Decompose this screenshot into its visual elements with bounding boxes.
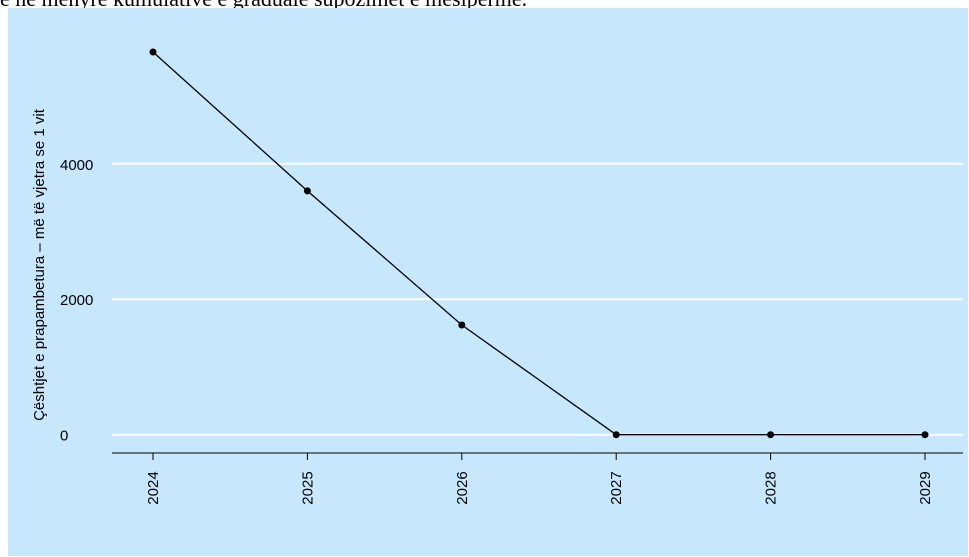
x-tick-label: 2029	[917, 471, 934, 504]
data-point	[767, 431, 775, 439]
y-tick-label: 4000	[60, 157, 93, 174]
y-tick-label: 0	[60, 428, 68, 445]
y-axis-title: Çështjet e prapambetura – më të vjetra s…	[31, 108, 48, 421]
x-ticks: 2024 2025 2026 2027 2028 2029	[145, 453, 934, 505]
x-tick-label: 2024	[145, 471, 162, 504]
x-tick-label: 2027	[608, 471, 625, 504]
x-tick-label: 2028	[763, 471, 780, 504]
data-point	[921, 431, 929, 439]
data-point	[612, 431, 620, 439]
data-point	[149, 48, 157, 56]
x-tick-label: 2025	[299, 471, 316, 504]
data-point	[458, 321, 466, 329]
data-points	[149, 48, 929, 439]
y-tick-label: 2000	[60, 292, 93, 309]
chart-title-cropped: ë në mënyrë kumulative e gradualë supozi…	[0, 0, 969, 12]
plot-background	[8, 8, 968, 556]
y-ticks: 0 2000 4000	[60, 157, 93, 445]
series-line	[152, 51, 925, 436]
x-tick-label: 2026	[454, 471, 471, 504]
data-point	[303, 187, 311, 195]
